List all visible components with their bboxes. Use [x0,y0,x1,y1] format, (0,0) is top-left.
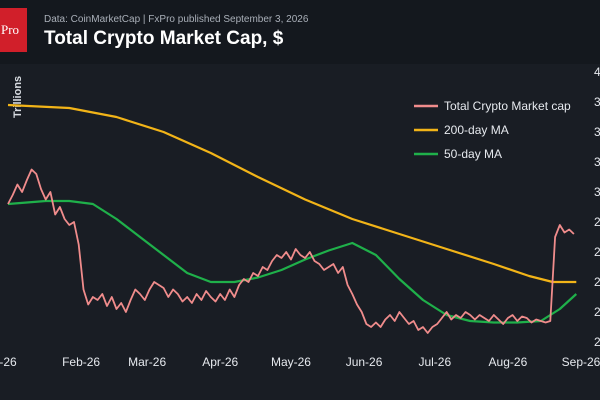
y-tick-label: 3 [594,155,600,169]
x-tick-label: Mar-26 [128,355,166,369]
y-tick-label: 4 [594,65,600,79]
x-tick-label: Sep-26 [562,355,600,369]
y-tick-label: 2 [594,275,600,289]
y-tick-label: 2 [594,215,600,229]
legend-entry: Total Crypto Market cap [444,99,571,113]
series-line-50-day-ma [7,199,578,324]
legend-entry: 200-day MA [444,123,509,137]
x-tick-label: Jul-26 [418,355,451,369]
chart-title: Total Crypto Market Cap, $ [44,28,284,49]
series-line-200-day-ma [7,103,577,284]
y-tick-label: 2 [594,335,600,349]
y-tick-label: 3 [594,125,600,139]
fxpro-logo: Pro [0,8,27,52]
y-tick-label: 2 [594,245,600,259]
data-source: Data: CoinMarketCap | FxPro published Se… [44,14,309,25]
x-tick-label: Feb-26 [62,355,100,369]
x-tick-label: May-26 [271,355,311,369]
y-tick-label: 3 [594,95,600,109]
x-tick-label: Aug-26 [489,355,528,369]
x-tick-label: Apr-26 [202,355,238,369]
x-tick-label: Jun-26 [346,355,383,369]
x-tick-label: -26 [0,355,17,369]
y-tick-label: 3 [594,185,600,199]
chart-header: Pro Data: CoinMarketCap | FxPro publishe… [0,0,600,64]
series-line-total-crypto-market-cap [7,168,575,334]
y-tick-label: 2 [594,305,600,319]
legend-entry: 50-day MA [444,147,502,161]
